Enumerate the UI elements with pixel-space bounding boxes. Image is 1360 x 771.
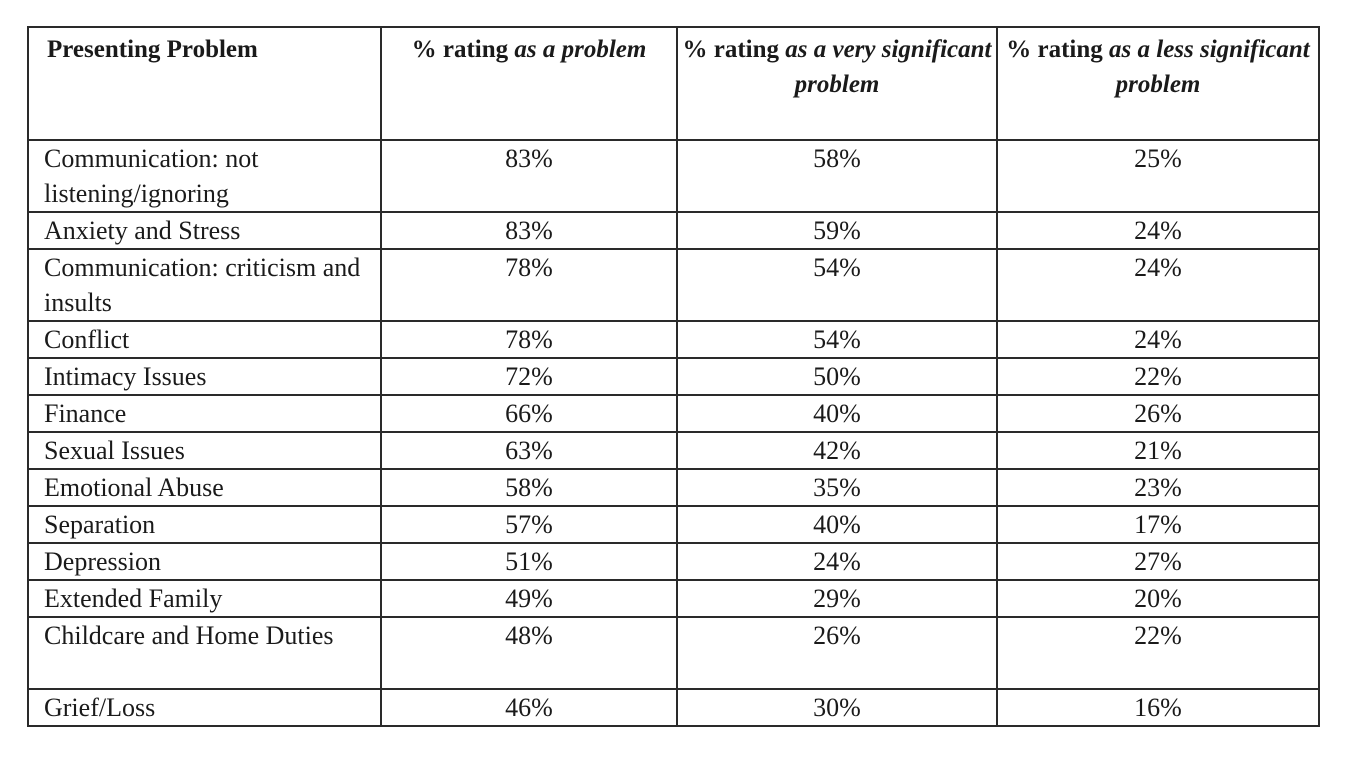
rating-less-significant-cell: 20% xyxy=(996,579,1320,618)
rating-problem-cell: 63% xyxy=(380,431,678,470)
header-rating-as-problem: % rating as a problem xyxy=(380,26,678,141)
presenting-problem-cell: Communication: criticism and insults xyxy=(27,248,382,322)
presenting-problem-cell: Finance xyxy=(27,394,382,433)
table-row: Childcare and Home Duties 48% 26% 22% xyxy=(27,616,1320,690)
table-row: Conflict 78% 54% 24% xyxy=(27,320,1320,359)
header-rating-as-problem-plain: % rating xyxy=(411,36,515,63)
presenting-problem-cell: Sexual Issues xyxy=(27,431,382,470)
table-row: Emotional Abuse 58% 35% 23% xyxy=(27,468,1320,507)
table-row: Separation 57% 40% 17% xyxy=(27,505,1320,544)
header-rating-very-significant-plain: % rating xyxy=(682,36,786,63)
presenting-problem-cell: Grief/Loss xyxy=(27,688,382,727)
rating-less-significant-cell: 24% xyxy=(996,211,1320,250)
header-rating-less-significant: % rating as a less significant problem xyxy=(996,26,1320,141)
rating-very-significant-cell: 54% xyxy=(676,320,998,359)
header-rating-very-significant: % rating as a very significant problem xyxy=(676,26,998,141)
table-header: Presenting Problem % rating as a problem… xyxy=(27,26,1320,141)
rating-less-significant-cell: 22% xyxy=(996,357,1320,396)
rating-problem-cell: 83% xyxy=(380,211,678,250)
rating-problem-cell: 58% xyxy=(380,468,678,507)
rating-less-significant-cell: 17% xyxy=(996,505,1320,544)
rating-problem-cell: 48% xyxy=(380,616,678,690)
presenting-problem-cell: Emotional Abuse xyxy=(27,468,382,507)
header-rating-less-significant-plain: % rating xyxy=(1006,36,1110,63)
rating-problem-cell: 78% xyxy=(380,248,678,322)
table-row: Depression 51% 24% 27% xyxy=(27,542,1320,581)
table-row: Extended Family 49% 29% 20% xyxy=(27,579,1320,618)
rating-very-significant-cell: 59% xyxy=(676,211,998,250)
rating-very-significant-cell: 29% xyxy=(676,579,998,618)
rating-problem-cell: 46% xyxy=(380,688,678,727)
rating-very-significant-cell: 24% xyxy=(676,542,998,581)
presenting-problems-table: Presenting Problem % rating as a problem… xyxy=(27,26,1320,727)
presenting-problem-cell: Conflict xyxy=(27,320,382,359)
rating-very-significant-cell: 30% xyxy=(676,688,998,727)
table-body: Communication: not listening/ignoring 83… xyxy=(27,139,1320,727)
rating-very-significant-cell: 40% xyxy=(676,505,998,544)
rating-very-significant-cell: 35% xyxy=(676,468,998,507)
presenting-problem-cell: Extended Family xyxy=(27,579,382,618)
header-rating-less-significant-italic: as a less significant problem xyxy=(1109,36,1310,98)
rating-problem-cell: 66% xyxy=(380,394,678,433)
rating-less-significant-cell: 24% xyxy=(996,320,1320,359)
presenting-problem-cell: Separation xyxy=(27,505,382,544)
rating-problem-cell: 57% xyxy=(380,505,678,544)
table-row: Grief/Loss 46% 30% 16% xyxy=(27,688,1320,727)
presenting-problem-cell: Intimacy Issues xyxy=(27,357,382,396)
rating-less-significant-cell: 21% xyxy=(996,431,1320,470)
table-row: Communication: criticism and insults 78%… xyxy=(27,248,1320,322)
rating-very-significant-cell: 58% xyxy=(676,139,998,213)
rating-very-significant-cell: 40% xyxy=(676,394,998,433)
header-rating-very-significant-italic: as a very significant problem xyxy=(785,36,992,98)
rating-very-significant-cell: 26% xyxy=(676,616,998,690)
rating-less-significant-cell: 27% xyxy=(996,542,1320,581)
rating-less-significant-cell: 25% xyxy=(996,139,1320,213)
rating-less-significant-cell: 23% xyxy=(996,468,1320,507)
header-row: Presenting Problem % rating as a problem… xyxy=(27,26,1320,141)
header-presenting-problem: Presenting Problem xyxy=(27,26,382,141)
rating-very-significant-cell: 42% xyxy=(676,431,998,470)
presenting-problem-cell: Communication: not listening/ignoring xyxy=(27,139,382,213)
header-rating-as-problem-italic: as a problem xyxy=(514,36,647,63)
table-row: Communication: not listening/ignoring 83… xyxy=(27,139,1320,213)
rating-less-significant-cell: 22% xyxy=(996,616,1320,690)
rating-problem-cell: 51% xyxy=(380,542,678,581)
table-row: Finance 66% 40% 26% xyxy=(27,394,1320,433)
table-row: Anxiety and Stress 83% 59% 24% xyxy=(27,211,1320,250)
rating-very-significant-cell: 50% xyxy=(676,357,998,396)
rating-problem-cell: 72% xyxy=(380,357,678,396)
presenting-problem-cell: Anxiety and Stress xyxy=(27,211,382,250)
rating-less-significant-cell: 16% xyxy=(996,688,1320,727)
presenting-problem-cell: Depression xyxy=(27,542,382,581)
rating-problem-cell: 83% xyxy=(380,139,678,213)
presenting-problem-cell: Childcare and Home Duties xyxy=(27,616,382,690)
table-row: Intimacy Issues 72% 50% 22% xyxy=(27,357,1320,396)
table-row: Sexual Issues 63% 42% 21% xyxy=(27,431,1320,470)
rating-less-significant-cell: 24% xyxy=(996,248,1320,322)
rating-problem-cell: 49% xyxy=(380,579,678,618)
rating-very-significant-cell: 54% xyxy=(676,248,998,322)
rating-problem-cell: 78% xyxy=(380,320,678,359)
rating-less-significant-cell: 26% xyxy=(996,394,1320,433)
